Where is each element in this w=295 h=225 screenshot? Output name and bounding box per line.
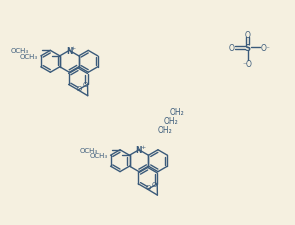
Text: OCH₃: OCH₃ (80, 147, 98, 153)
Text: O: O (76, 85, 82, 91)
Text: O: O (82, 82, 88, 88)
Text: OH₂: OH₂ (158, 126, 173, 135)
Text: N: N (136, 146, 142, 155)
Text: O: O (146, 184, 151, 190)
Text: +: + (140, 145, 146, 150)
Text: O: O (229, 44, 235, 53)
Text: O⁻: O⁻ (260, 44, 271, 53)
Text: N: N (66, 47, 73, 56)
Text: OCH₃: OCH₃ (89, 153, 108, 159)
Text: OH₂: OH₂ (170, 108, 185, 117)
Text: O: O (152, 181, 158, 187)
Text: OH₂: OH₂ (164, 117, 179, 126)
Text: OCH₃: OCH₃ (20, 54, 38, 60)
Text: S: S (245, 44, 250, 53)
Text: OCH₃: OCH₃ (10, 48, 28, 54)
Text: +: + (71, 46, 76, 51)
Text: O: O (245, 31, 250, 40)
Text: ⁻O: ⁻O (242, 60, 253, 68)
